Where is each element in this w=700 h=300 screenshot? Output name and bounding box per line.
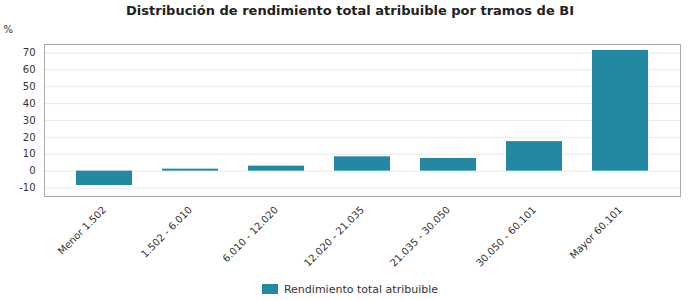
svg-text:6.010 - 12.020: 6.010 - 12.020 — [220, 204, 280, 264]
svg-text:50: 50 — [23, 81, 36, 92]
svg-text:%: % — [4, 24, 14, 35]
svg-text:-10: -10 — [19, 182, 35, 193]
svg-text:0: 0 — [29, 165, 35, 176]
svg-text:60: 60 — [23, 64, 36, 75]
svg-text:40: 40 — [23, 98, 36, 109]
svg-text:Menor 1.502: Menor 1.502 — [56, 204, 108, 256]
svg-text:20: 20 — [23, 132, 36, 143]
svg-text:Mayor 60.101: Mayor 60.101 — [568, 204, 625, 261]
svg-text:1.502 - 6.010: 1.502 - 6.010 — [139, 204, 194, 259]
svg-text:12.020 - 21.035: 12.020 - 21.035 — [302, 204, 366, 268]
svg-text:30: 30 — [23, 115, 36, 126]
html-text:Rendimiento total atribuible: Rendimiento total atribuible — [284, 282, 438, 296]
svg-text:70: 70 — [23, 47, 36, 58]
html-text:Distribución de rendimiento to: Distribución de rendimiento total atribu… — [126, 3, 574, 18]
svg-text:30.050 - 60.101: 30.050 - 60.101 — [474, 204, 538, 268]
svg-text:21.035 - 30.050: 21.035 - 30.050 — [388, 204, 452, 268]
svg-text:10: 10 — [23, 148, 36, 159]
